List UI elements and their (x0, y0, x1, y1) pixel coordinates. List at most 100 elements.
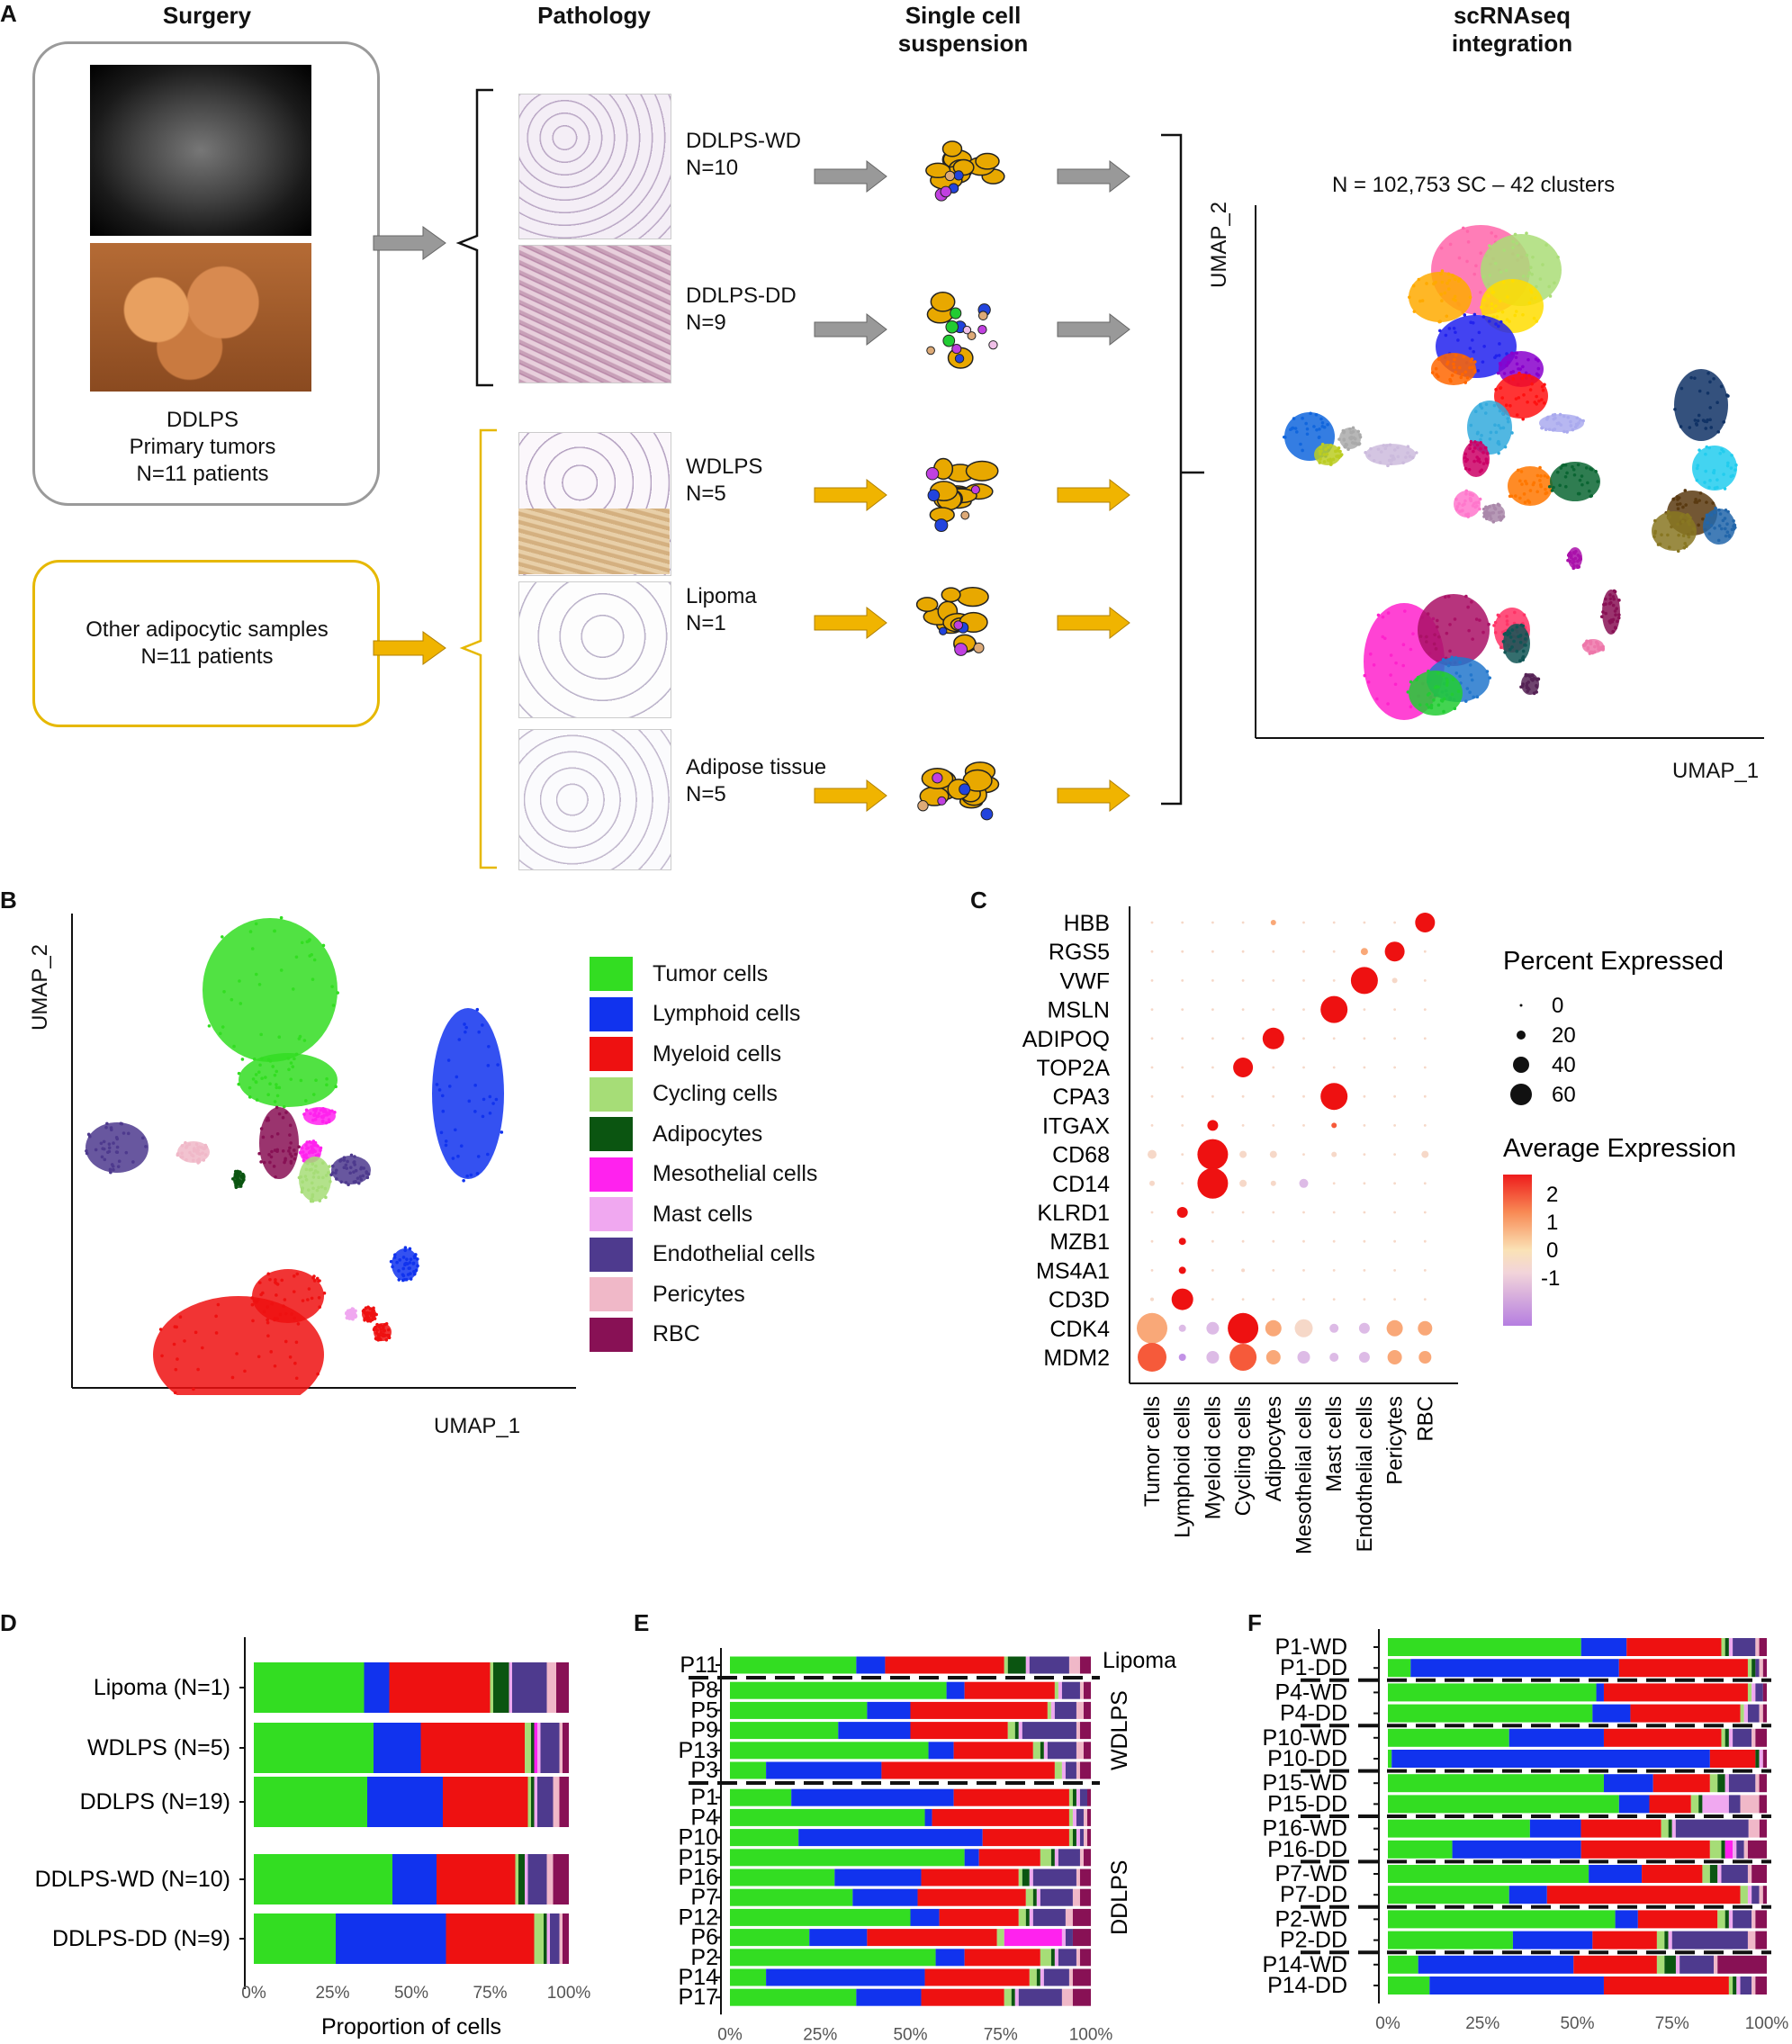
dot (1363, 1008, 1366, 1011)
bar-segment (1025, 1888, 1033, 1906)
bar-segment (1728, 1976, 1733, 1994)
pct-legend-label: 0 (1552, 994, 1563, 1018)
bar-segment (1079, 1656, 1091, 1674)
dot (1211, 921, 1214, 924)
umap-a-title: N = 102,753 SC – 42 clusters (1332, 173, 1616, 197)
bar-segment (1388, 1728, 1509, 1747)
bar-segment (1050, 1949, 1055, 1967)
umap-b-xlabel: UMAP_1 (434, 1414, 521, 1438)
stacked-bar-charts: Lipoma (N=1) WDLPS (N=5) DDLPS (N=19) DDLPS… (35, 1629, 1788, 2044)
header-integration-line2: integration (1451, 30, 1573, 58)
row-arrow-3-0 (814, 606, 887, 640)
dot (1228, 1312, 1259, 1344)
panel-a-letter: A (0, 0, 17, 27)
row-arrows (814, 159, 1130, 813)
bar-segment (1076, 1829, 1080, 1847)
row-arrow-0-0 (814, 159, 887, 194)
dot (1299, 1178, 1309, 1188)
umap-a-clusters (1282, 225, 1738, 720)
brace-ddlps (455, 88, 493, 387)
surgery-box (32, 41, 380, 506)
bar-segment (1029, 1656, 1069, 1674)
bar-segment (1751, 1865, 1767, 1883)
bar-label: P15-WD (1263, 1770, 1347, 1796)
cell-glyph-2 (925, 457, 999, 533)
bar-segment (1751, 1976, 1756, 1994)
dot (1176, 1207, 1188, 1218)
umap-a-cluster-29 (1501, 623, 1530, 663)
bar-segment (1759, 1704, 1763, 1723)
dot (1150, 1037, 1154, 1040)
dot (1241, 1094, 1245, 1098)
bar-label: P2-WD (1274, 1906, 1347, 1931)
bar-segment (1083, 1681, 1091, 1699)
other-line1: Other adipocytic samples (86, 617, 329, 642)
umap-a-cluster-22 (1652, 509, 1697, 554)
row-arrow-3-1 (1057, 606, 1130, 640)
bar-segment (766, 1968, 925, 1986)
bar-segment (1061, 1929, 1066, 1947)
gene-label: TOP2A (1036, 1056, 1110, 1081)
brace-integration (1161, 133, 1204, 806)
bar-segment (525, 1854, 528, 1904)
dot (1206, 1321, 1220, 1335)
celltype-label: Mesothelial cells (1292, 1396, 1317, 1554)
bar-segment (1736, 1976, 1741, 1994)
bar-segment (1675, 1955, 1680, 1974)
bar-segment (953, 1788, 1069, 1806)
umap-b-cluster-8 (85, 1121, 149, 1175)
dot (1302, 1153, 1305, 1156)
dot (1239, 1150, 1247, 1158)
x-axis-label: Proportion of cells (321, 2014, 501, 2039)
tumor-photo-image (90, 243, 311, 392)
header-pathology: Pathology (537, 2, 651, 29)
gene-label: CD68 (1052, 1143, 1110, 1168)
bar-label: DDLPS-DD (N=9) (52, 1926, 230, 1951)
bar-segment (1076, 1761, 1080, 1779)
x-tick-label: 0% (717, 2026, 743, 2044)
bar-segment (1733, 1910, 1752, 1929)
bar-segment (1733, 1976, 1737, 1994)
bar-segment (1759, 1819, 1767, 1838)
bar-segment (867, 1929, 997, 1947)
bar-segment (730, 1988, 857, 2006)
bar-label: P7-DD (1280, 1882, 1347, 1907)
dot (1138, 1343, 1166, 1372)
bar-segment (1573, 1955, 1657, 1974)
bar-segment (546, 1913, 550, 1964)
dot (1206, 1351, 1220, 1364)
bar-segment (1762, 1659, 1767, 1678)
dot (1150, 979, 1154, 982)
dot (1363, 1094, 1366, 1098)
bar-segment (910, 1908, 940, 1926)
bar-segment (1014, 1722, 1019, 1740)
bar-segment (852, 1888, 918, 1906)
legend-label: Mast cells (653, 1201, 753, 1227)
dot (1329, 1323, 1339, 1333)
bar-label: P16 (679, 1865, 718, 1890)
legend-swatch (590, 1237, 633, 1272)
dot (1418, 1320, 1433, 1336)
bar-segment (559, 1723, 563, 1773)
dot (1272, 1066, 1275, 1069)
bar-segment (1709, 1750, 1756, 1768)
umap-b-cluster-6 (329, 1153, 371, 1187)
bar-segment (1724, 1774, 1729, 1793)
bar-segment (1018, 1722, 1022, 1740)
x-tick-label: 50% (1560, 2014, 1594, 2033)
bar-segment (1029, 1968, 1037, 1986)
x-tick-label: 0% (1375, 2014, 1400, 2033)
bar-segment (1679, 1955, 1715, 1974)
umap-a-cluster-13 (1454, 489, 1482, 518)
bar-segment (1721, 1638, 1725, 1656)
dot (1363, 1211, 1366, 1214)
bar-segment (1032, 1908, 1066, 1926)
bar-label: P4-WD (1274, 1679, 1347, 1705)
legend-item: Adipocytes (590, 1116, 762, 1152)
gene-label: CDK4 (1049, 1317, 1110, 1342)
bar-segment (550, 1913, 560, 1964)
bar-segment (556, 1662, 569, 1713)
bar-segment (1671, 1931, 1748, 1949)
bar-segment (917, 1888, 1026, 1906)
dot (1423, 950, 1427, 953)
